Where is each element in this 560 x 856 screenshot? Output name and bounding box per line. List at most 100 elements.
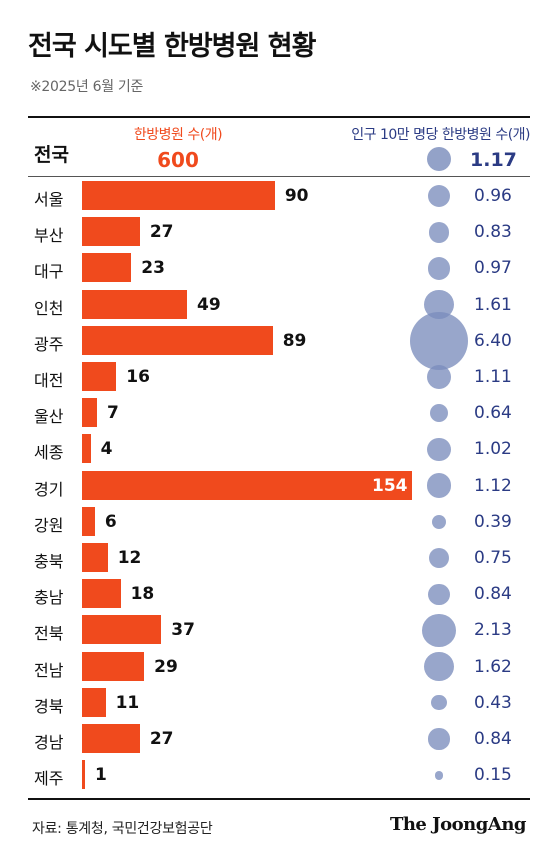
rate-bubble [427, 184, 451, 208]
rate-bubble [431, 514, 447, 529]
national-bubble [426, 146, 452, 172]
region-label: 세종 [34, 443, 64, 463]
region-label: 대구 [34, 262, 64, 282]
count-value: 27 [149, 729, 174, 749]
count-bar [82, 543, 108, 572]
rate-value: 1.62 [474, 656, 512, 677]
region-row: 제주 1 0.15 [0, 757, 560, 793]
count-bar [82, 506, 95, 536]
rate-bubble [426, 364, 452, 390]
chart-title: 전국 시도별 한방병원 현황 [28, 31, 316, 62]
region-label: 제주 [34, 769, 64, 789]
region-row: 서울 90 0.96 [0, 178, 560, 214]
chart-subtitle: ※2025년 6월 기준 [30, 79, 144, 95]
region-row: 부산 27 0.83 [0, 214, 560, 250]
rate-column-header: 인구 10만 명당 한방병원 수(개) [351, 127, 530, 143]
count-bar [82, 217, 140, 247]
region-row: 강원 6 0.39 [0, 504, 560, 540]
national-count: 600 [157, 148, 199, 172]
region-label: 부산 [34, 226, 64, 246]
rate-bubble [426, 473, 452, 498]
count-bar [82, 398, 97, 428]
rate-bubble [427, 257, 451, 280]
region-row: 전북 37 2.13 [0, 612, 560, 648]
count-bar [82, 181, 275, 210]
region-row: 경기 154 1.12 [0, 468, 560, 504]
region-label: 전남 [34, 660, 64, 680]
region-row: 전남 29 1.62 [0, 649, 560, 685]
count-bar [82, 760, 85, 790]
region-label: 충북 [34, 552, 64, 571]
region-label: 울산 [34, 407, 64, 427]
count-value: 4 [100, 439, 113, 460]
region-label: 경북 [34, 696, 64, 716]
rate-bubble [434, 770, 444, 780]
count-value: 49 [197, 294, 221, 315]
rate-bubble [427, 437, 451, 461]
rate-value: 6.40 [474, 330, 512, 351]
count-bar [82, 253, 132, 283]
region-row: 울산 7 0.64 [0, 395, 560, 431]
count-value: 11 [115, 692, 140, 713]
rate-value: 0.84 [474, 729, 512, 749]
rate-bubble [431, 695, 447, 711]
rate-value: 0.96 [474, 186, 512, 206]
count-bar [82, 325, 273, 355]
count-value: 37 [171, 620, 195, 641]
region-label: 충남 [34, 588, 64, 608]
rate-value: 0.83 [474, 222, 512, 243]
rate-value: 0.43 [474, 692, 512, 713]
rate-value: 0.75 [474, 548, 512, 568]
region-row: 대전 16 1.11 [0, 359, 560, 395]
rate-value: 1.11 [474, 367, 512, 387]
rate-value: 1.61 [474, 294, 512, 315]
rate-value: 0.97 [474, 258, 512, 279]
region-label: 서울 [34, 190, 64, 209]
region-row: 충북 12 0.75 [0, 540, 560, 576]
region-row: 대구 23 0.97 [0, 250, 560, 286]
national-rate: 1.17 [470, 149, 517, 171]
count-bar [82, 289, 187, 319]
rate-value: 0.39 [474, 511, 512, 532]
count-bar [82, 470, 412, 500]
count-value: 7 [107, 403, 119, 424]
count-value: 27 [149, 222, 174, 243]
region-label: 전북 [34, 624, 64, 644]
rate-value: 1.02 [474, 439, 512, 460]
rate-value: 0.15 [474, 765, 512, 786]
count-value: 18 [130, 584, 155, 605]
count-bar [82, 362, 117, 391]
rate-bubble [428, 221, 450, 243]
rate-bubble [409, 311, 469, 370]
count-value: 1 [95, 765, 107, 786]
count-bar [82, 579, 121, 609]
count-value: 29 [154, 656, 178, 677]
region-row: 충남 18 0.84 [0, 576, 560, 612]
rate-bubble [422, 613, 456, 648]
rate-bubble [424, 651, 454, 682]
count-bar [82, 651, 145, 681]
region-row: 경남 27 0.84 [0, 721, 560, 757]
rate-bubble [429, 548, 449, 568]
count-value: 89 [282, 330, 307, 351]
brand-logo: The JoongAng [389, 814, 527, 835]
region-label: 경남 [34, 733, 64, 752]
count-bar [82, 615, 162, 645]
rate-bubble [429, 403, 449, 423]
count-value: 23 [141, 258, 165, 279]
rate-value: 0.64 [474, 403, 512, 424]
region-label: 경기 [34, 479, 64, 499]
count-value: 154 [372, 475, 408, 496]
rate-value: 0.84 [474, 584, 512, 605]
count-value: 6 [104, 511, 117, 532]
national-label: 전국 [34, 144, 69, 166]
region-label: 광주 [34, 334, 64, 354]
count-value: 16 [126, 367, 150, 387]
region-row: 경북 11 0.43 [0, 685, 560, 721]
count-bar [82, 434, 91, 464]
count-column-header: 한방병원 수(개) [133, 127, 223, 143]
region-label: 대전 [34, 371, 64, 390]
bottom-divider [28, 798, 530, 800]
top-divider [28, 116, 530, 118]
